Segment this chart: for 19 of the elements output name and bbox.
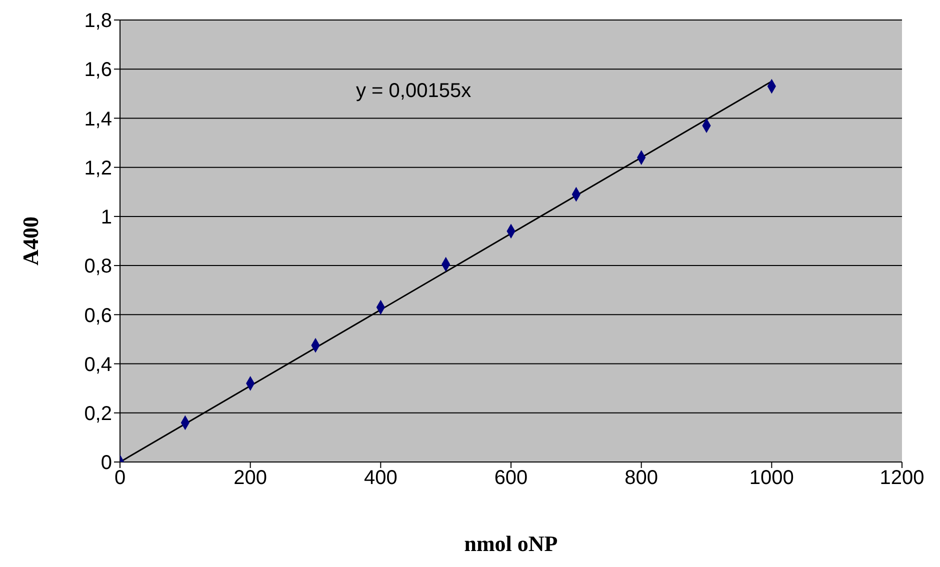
x-tick-label: 200 — [234, 467, 268, 490]
x-tick-label: 800 — [624, 467, 658, 490]
y-tick-label: 0,4 — [84, 354, 112, 376]
y-tick-label: 0,8 — [84, 256, 112, 278]
y-tick-label: 0 — [100, 452, 112, 474]
y-tick-label: 1,8 — [84, 10, 112, 32]
y-tick-label: 0,6 — [84, 304, 112, 327]
annotation: y = 0,00155x — [356, 80, 472, 103]
y-tick-label: 1,2 — [84, 157, 112, 180]
x-tick-label: 600 — [494, 467, 528, 490]
y-tick-label: 1,4 — [84, 108, 112, 130]
y-axis-title: A400 — [18, 216, 43, 266]
y-tick-label: 0,2 — [84, 402, 112, 425]
x-axis-title: nmol oNP — [464, 531, 558, 556]
x-tick-label: 400 — [364, 467, 398, 490]
y-tick-label: 1 — [100, 206, 112, 229]
x-tick-label: 1000 — [749, 467, 794, 490]
x-tick-label: 1200 — [880, 467, 924, 490]
y-tick-label: 1,6 — [84, 59, 112, 82]
